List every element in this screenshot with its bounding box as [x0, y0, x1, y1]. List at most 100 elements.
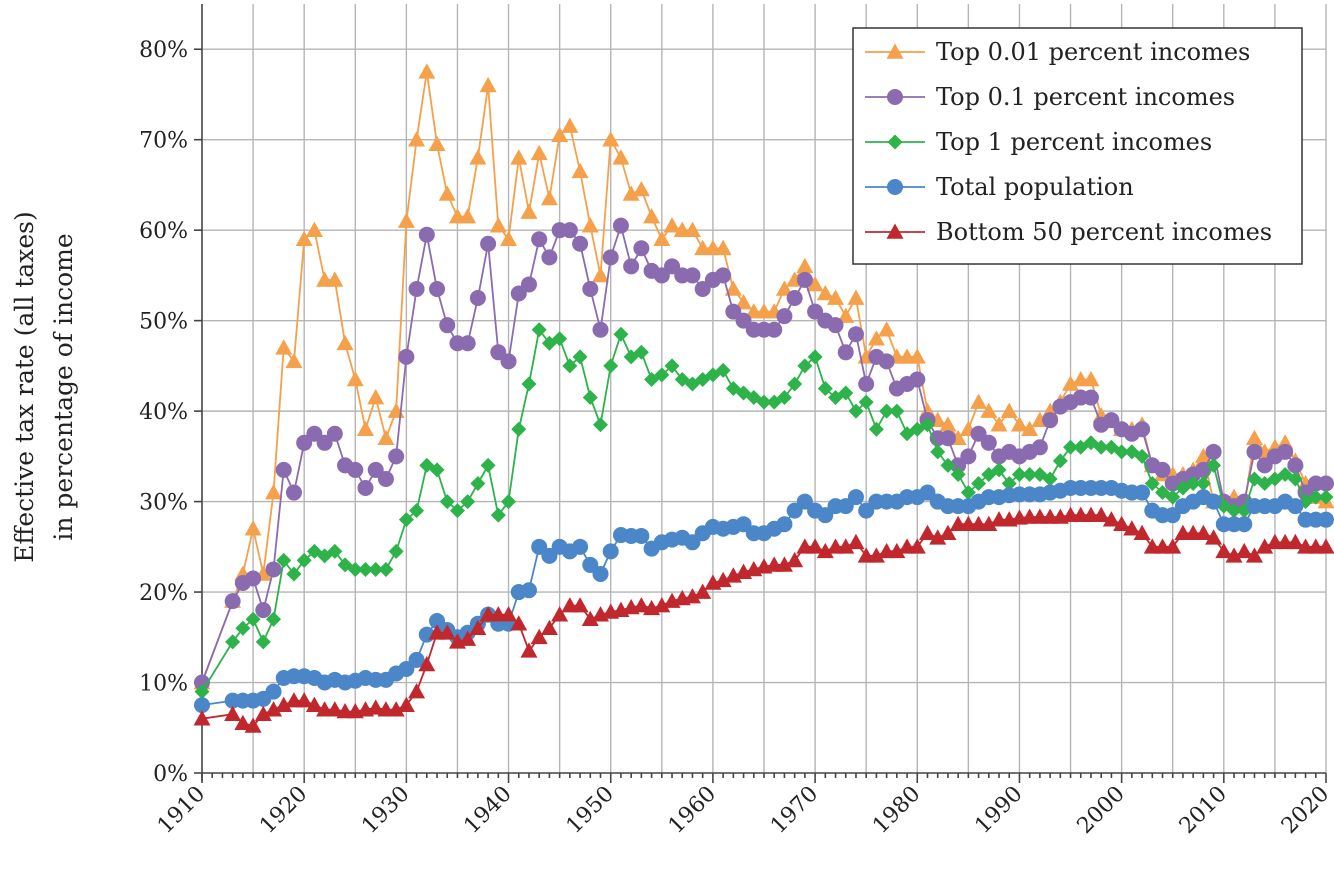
data-point [847, 533, 865, 550]
legend-item: Top 0.1 percent incomes [865, 83, 1235, 111]
data-point [418, 63, 436, 79]
data-point [418, 226, 435, 243]
data-point [541, 249, 558, 266]
data-point [1185, 475, 1201, 491]
data-point [1123, 520, 1141, 536]
data-point [1062, 375, 1080, 391]
data-point [1165, 489, 1181, 505]
data-point [725, 303, 742, 320]
data-point [867, 547, 885, 563]
data-point [1011, 466, 1027, 482]
data-point [1195, 475, 1211, 491]
data-point [775, 556, 793, 572]
y-tick-label: 70% [139, 129, 188, 154]
data-point [919, 484, 936, 501]
y-tick-label: 80% [139, 38, 188, 63]
data-point [847, 489, 864, 506]
data-point [980, 515, 998, 532]
data-point [1154, 461, 1171, 478]
x-tick-label: 2000 [1073, 782, 1130, 839]
data-point [715, 267, 732, 284]
data-point [470, 475, 486, 491]
data-point [397, 696, 415, 712]
data-point [582, 280, 599, 297]
data-point [735, 516, 752, 533]
data-point [572, 538, 589, 555]
data-point [960, 485, 976, 501]
legend-box [852, 27, 1303, 265]
data-point [490, 507, 506, 523]
data-point [429, 462, 445, 478]
data-point [1031, 439, 1048, 456]
series-2 [194, 322, 1334, 700]
data-point [511, 421, 527, 437]
data-point [286, 566, 302, 582]
data-point [1133, 524, 1151, 541]
data-point [530, 144, 548, 161]
data-point [592, 565, 609, 582]
data-point [408, 651, 425, 668]
data-point [510, 149, 528, 165]
y-axis-title: Effective tax rate (all taxes) in percen… [10, 211, 78, 562]
data-point [1134, 421, 1151, 438]
data-point [336, 334, 354, 351]
data-point [551, 126, 569, 142]
data-point [838, 385, 854, 401]
data-point [806, 538, 824, 554]
data-point [500, 230, 518, 247]
data-point [388, 448, 405, 465]
data-point [980, 402, 998, 418]
data-point [886, 43, 904, 59]
legend-label: Top 1 percent incomes [936, 128, 1212, 156]
data-point [438, 185, 456, 201]
data-point [1194, 447, 1212, 464]
data-point [797, 358, 813, 374]
data-point [970, 425, 987, 442]
x-tick-label: 1970 [766, 782, 823, 839]
data-point [489, 217, 507, 233]
data-point [255, 634, 271, 650]
data-point [520, 276, 537, 293]
data-point [868, 421, 884, 437]
data-point [653, 267, 670, 284]
data-point [867, 330, 885, 346]
data-point [684, 267, 701, 284]
data-point [244, 717, 262, 733]
data-point [469, 149, 487, 165]
data-point [235, 620, 251, 636]
data-point [817, 507, 834, 524]
data-point [1022, 466, 1038, 482]
data-point [715, 362, 731, 378]
data-point [520, 582, 537, 599]
data-point [735, 294, 753, 310]
data-point [367, 389, 385, 405]
data-point [612, 217, 629, 234]
data-point [1001, 475, 1017, 491]
data-point [377, 470, 394, 487]
data-point [244, 520, 262, 536]
data-point [990, 416, 1008, 432]
data-point [888, 542, 906, 559]
data-point [316, 434, 333, 451]
x-tick-label: 1930 [357, 782, 414, 839]
data-point [521, 376, 537, 392]
data-point [408, 280, 425, 297]
series-4 [193, 506, 1334, 733]
data-point [940, 457, 956, 473]
x-axis-tick-labels: 1910 1920 1930 1940 1950 1960 1970 1980 1990 2000… [153, 782, 1334, 839]
data-point [305, 221, 323, 237]
data-point [562, 358, 578, 374]
data-point [418, 655, 436, 672]
data-point [960, 448, 977, 465]
x-tick-label: 1960 [664, 782, 721, 839]
data-point [387, 701, 405, 717]
legend-label: Bottom 50 percent incomes [936, 218, 1272, 246]
data-point [275, 461, 292, 478]
data-point [480, 235, 497, 252]
data-point [438, 624, 456, 640]
data-point [592, 266, 610, 283]
data-point [500, 606, 518, 622]
series [193, 63, 1334, 733]
data-point [887, 89, 903, 105]
